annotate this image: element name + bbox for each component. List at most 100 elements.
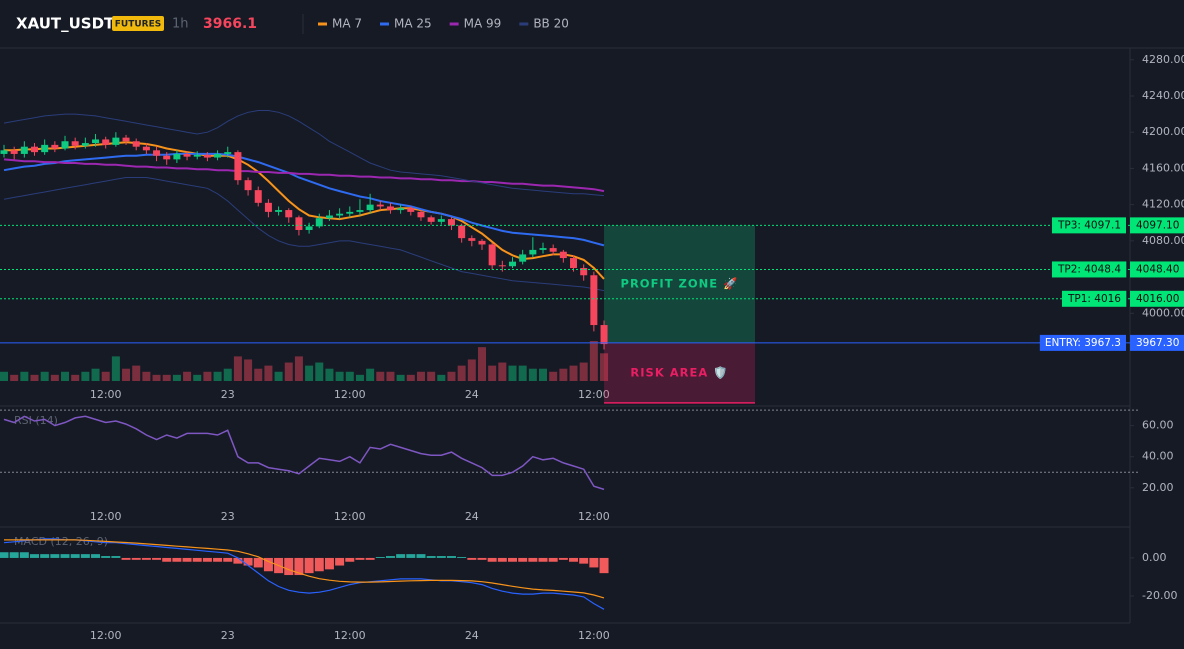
candle-body (193, 154, 201, 157)
macd-histogram-bar (284, 557, 294, 576)
candle-body (488, 244, 496, 266)
candle-body (122, 137, 130, 142)
candle-body (10, 150, 18, 154)
candle-body (81, 143, 89, 146)
macd-histogram-bar (477, 557, 487, 560)
candle-body (183, 153, 191, 157)
volume-bar (315, 362, 324, 381)
last-price: 3966.1 (203, 16, 257, 32)
macd-histogram-bar (426, 556, 436, 558)
candle-body (61, 141, 69, 149)
profit-zone (604, 225, 755, 343)
volume-bar (366, 368, 375, 381)
candle-body (163, 155, 171, 160)
candle-body (264, 202, 272, 212)
x-tick-label: 12:00 (578, 388, 610, 401)
level-label: ENTRY: 3967.3 (1045, 337, 1121, 349)
candle-body (305, 226, 313, 230)
x-tick-label: 24 (465, 388, 479, 401)
candle-body (366, 204, 374, 211)
y-tick-label: 4080.00 (1142, 234, 1184, 247)
volume-bar (111, 356, 120, 381)
legend-label[interactable]: MA 99 (464, 17, 502, 31)
x-tick-label: 12:00 (578, 629, 610, 642)
legend-label[interactable]: MA 25 (394, 17, 432, 31)
volume-bar (549, 371, 558, 381)
symbol[interactable]: XAUT_USDT (16, 15, 115, 33)
macd-histogram-bar (233, 557, 243, 564)
volume-bar (386, 371, 395, 381)
candle-body (224, 152, 232, 154)
candle-body (254, 190, 262, 203)
macd-histogram-bar (375, 556, 385, 558)
macd-histogram-bar (457, 556, 467, 558)
volume-bar (284, 362, 293, 381)
candle-body (478, 240, 486, 245)
level-label-bg (1039, 334, 1126, 351)
candle-body (41, 144, 49, 153)
volume-bar (50, 374, 59, 381)
volume-bar (416, 371, 425, 381)
interval[interactable]: 1h (172, 17, 189, 32)
level-label: TP3: 4097.1 (1057, 219, 1121, 231)
x-tick-label: 12:00 (578, 510, 610, 523)
candle-body (234, 152, 242, 181)
macd-histogram-bar (121, 557, 131, 560)
macd-line (3, 538, 605, 610)
legend-label[interactable]: BB 20 (533, 17, 569, 31)
rsi-line (3, 415, 605, 491)
macd-histogram-bar (508, 557, 517, 562)
candle-body (203, 154, 211, 158)
level-value-bg (1130, 261, 1184, 278)
volume-bar (467, 359, 476, 381)
volume-bar (396, 374, 405, 381)
volume-bar (274, 371, 283, 381)
level-value: 3967.30 (1136, 337, 1179, 349)
macd-histogram-bar (558, 557, 568, 560)
x-tick-label: 24 (465, 629, 479, 642)
macd-histogram-bar (487, 557, 497, 562)
macd-histogram-bar (223, 557, 233, 562)
candle-body (549, 248, 557, 252)
level-label: TP2: 4048.4 (1057, 263, 1121, 275)
macd-histogram-bar (243, 557, 253, 566)
level-value: 4016.00 (1136, 293, 1179, 305)
candle-body (132, 141, 140, 147)
candle-body (519, 254, 527, 262)
y-tick-label: 20.00 (1142, 481, 1174, 494)
candle-body (142, 146, 150, 151)
candle-body (102, 139, 110, 145)
volume-bar (264, 365, 273, 381)
macd-histogram-bar (569, 557, 579, 562)
volume-bar (335, 371, 344, 381)
candle-body (71, 141, 79, 146)
macd-histogram-bar (131, 557, 141, 560)
macd-histogram-bar (0, 552, 9, 558)
macd-histogram-bar (528, 557, 538, 562)
volume-bar (61, 371, 70, 381)
candle-body (590, 275, 598, 326)
macd-histogram-bar (182, 557, 192, 562)
level-label-bg (1051, 217, 1126, 234)
y-tick-label: 60.00 (1142, 419, 1174, 432)
x-tick-label: 12:00 (90, 388, 122, 401)
x-tick-label: 23 (221, 629, 235, 642)
macd-histogram-bar (467, 557, 477, 560)
macd-title: MACD (12, 26, 9) (14, 535, 108, 548)
bb-upper (3, 110, 605, 197)
macd-histogram-bar (192, 557, 202, 562)
candle-body (275, 210, 283, 212)
macd-histogram-bar (304, 557, 314, 574)
level-value: 4097.10 (1136, 219, 1179, 231)
legend-label[interactable]: MA 7 (332, 17, 362, 31)
volume-bar (244, 359, 253, 381)
macd-histogram-bar (446, 556, 456, 558)
volume-bar (437, 374, 446, 381)
macd-histogram-bar (345, 557, 355, 562)
volume-bar (40, 371, 49, 381)
volume-bar (294, 356, 303, 381)
signal-line (4, 539, 605, 599)
candle-body (31, 146, 39, 153)
level-label-bg (1061, 290, 1127, 307)
macd-histogram-bar (253, 557, 263, 568)
